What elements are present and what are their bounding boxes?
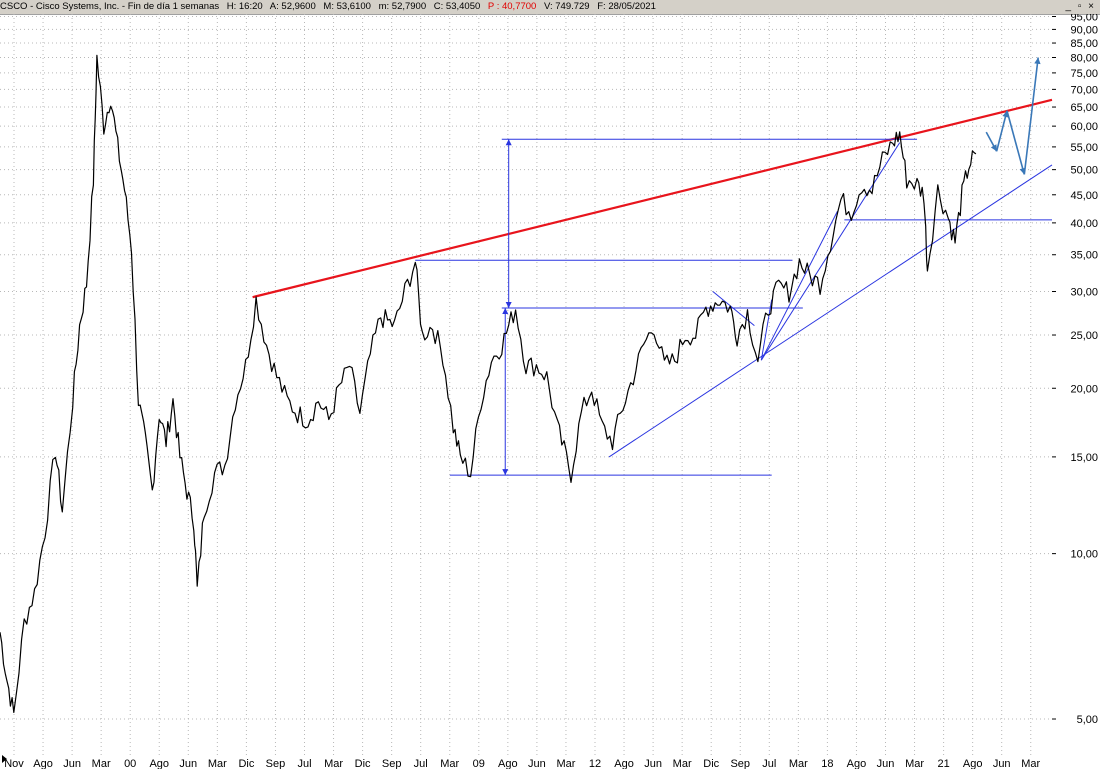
- arrow-up-icon: [502, 307, 509, 314]
- y-tick-label: 85,00: [1070, 38, 1098, 50]
- x-tick-label: Ago: [498, 758, 518, 769]
- close-value: C: 53,4050: [433, 1, 481, 12]
- volume-value: V: 749.729: [543, 1, 590, 12]
- y-tick-label: 30,00: [1070, 287, 1098, 299]
- resistance-trendline: [252, 98, 1053, 299]
- x-tick-label: Mar: [324, 758, 343, 769]
- support-trendline: [760, 299, 773, 361]
- y-tick-label: 40,00: [1070, 218, 1098, 230]
- x-tick-label: Nov: [4, 758, 24, 769]
- y-tick-label: 90,00: [1070, 24, 1098, 36]
- x-axis: Nov Ago Jun Mar 00 Ago Jun Mar Dic Sep Jul Mar Dic Se…: [2, 755, 1041, 769]
- y-tick-label: 25,00: [1070, 330, 1098, 342]
- x-tick-label: Mar: [789, 758, 808, 769]
- x-tick-label: Mar: [905, 758, 924, 769]
- open-value: A: 52,9600: [269, 1, 316, 12]
- y-tick-label: 65,00: [1070, 102, 1098, 114]
- y-tick-label: 55,00: [1070, 142, 1098, 154]
- y-tick-label: 15,00: [1070, 452, 1098, 464]
- x-tick-label: Ago: [847, 758, 867, 769]
- x-tick-label: Dic: [355, 758, 371, 769]
- arrow-down-icon: [502, 469, 509, 476]
- price-series: [0, 54, 977, 713]
- y-tick-label: 45,00: [1070, 190, 1098, 202]
- x-tick-label: Mar: [673, 758, 692, 769]
- x-tick-label: Sep: [382, 758, 402, 769]
- x-tick-label: Dic: [238, 758, 254, 769]
- x-tick-label: Jul: [762, 758, 776, 769]
- y-tick-label: 50,00: [1070, 165, 1098, 177]
- grid: [0, 14, 1052, 755]
- price-chart[interactable]: 5,00 10,00 15,00 20,00 25,00 30,00 35,00 40,00 4…: [0, 14, 1100, 769]
- support-trendline: [760, 211, 838, 361]
- x-tick-label: Jun: [528, 758, 546, 769]
- x-tick-label: 12: [589, 758, 601, 769]
- x-tick-label: Jun: [993, 758, 1011, 769]
- pointer-value: P : 40,7700: [487, 1, 537, 12]
- trendlines: [252, 98, 1053, 476]
- y-tick-label: 80,00: [1070, 53, 1098, 65]
- y-tick-label: 20,00: [1070, 383, 1098, 395]
- date-value: F: 28/05/2021: [597, 1, 656, 12]
- scroll-left-icon: [2, 755, 7, 763]
- projection-arrowhead-icon: [1034, 57, 1041, 65]
- x-tick-label: Jul: [414, 758, 428, 769]
- x-tick-label: Ago: [33, 758, 53, 769]
- projection-segment: [1006, 110, 1026, 175]
- projection: [985, 57, 1041, 175]
- x-tick-label: Jun: [179, 758, 197, 769]
- x-tick-label: Mar: [1021, 758, 1040, 769]
- projection-segment: [995, 110, 1008, 152]
- x-tick-label: Ago: [963, 758, 983, 769]
- window-controls[interactable]: _ ▫ ×: [1065, 1, 1096, 12]
- x-tick-label: 00: [124, 758, 136, 769]
- symbol-label: CSCO - Cisco Systems, Inc. - Fin de día …: [0, 1, 220, 12]
- x-tick-label: Jun: [63, 758, 81, 769]
- support-trendline: [712, 291, 755, 327]
- arrow-up-icon: [505, 139, 512, 146]
- chart-title-bar: CSCO - Cisco Systems, Inc. - Fin de día …: [0, 0, 1100, 15]
- y-tick-label: 70,00: [1070, 84, 1098, 96]
- x-tick-label: Dic: [703, 758, 719, 769]
- y-tick-label: 60,00: [1070, 121, 1098, 133]
- x-tick-label: Sep: [730, 758, 750, 769]
- y-tick-label: 35,00: [1070, 250, 1098, 262]
- arrow-down-icon: [505, 301, 512, 308]
- price-line: [0, 54, 977, 713]
- x-tick-label: Sep: [266, 758, 286, 769]
- x-tick-label: Ago: [614, 758, 634, 769]
- y-tick-label: 95,00: [1070, 14, 1098, 23]
- y-tick-label: 5,00: [1077, 714, 1098, 726]
- low-value: m: 52,7900: [378, 1, 427, 12]
- x-tick-label: Mar: [556, 758, 575, 769]
- x-tick-label: 18: [821, 758, 833, 769]
- x-tick-label: Ago: [149, 758, 169, 769]
- x-tick-label: Mar: [92, 758, 111, 769]
- x-tick-label: Mar: [440, 758, 459, 769]
- x-tick-label: 21: [937, 758, 949, 769]
- x-tick-label: 09: [473, 758, 485, 769]
- x-tick-label: Mar: [208, 758, 227, 769]
- support-trendline: [608, 164, 1053, 458]
- x-tick-label: Jul: [297, 758, 311, 769]
- y-axis: 5,00 10,00 15,00 20,00 25,00 30,00 35,00 40,00 4…: [1052, 14, 1098, 726]
- time-value: H: 16:20: [226, 1, 263, 12]
- x-tick-label: Jun: [877, 758, 895, 769]
- y-tick-label: 10,00: [1070, 549, 1098, 561]
- projection-segment: [1023, 57, 1039, 175]
- x-tick-label: Jun: [644, 758, 662, 769]
- y-tick-label: 75,00: [1070, 68, 1098, 80]
- projection-arrowhead-icon: [990, 144, 997, 152]
- high-value: M: 53,6100: [323, 1, 371, 12]
